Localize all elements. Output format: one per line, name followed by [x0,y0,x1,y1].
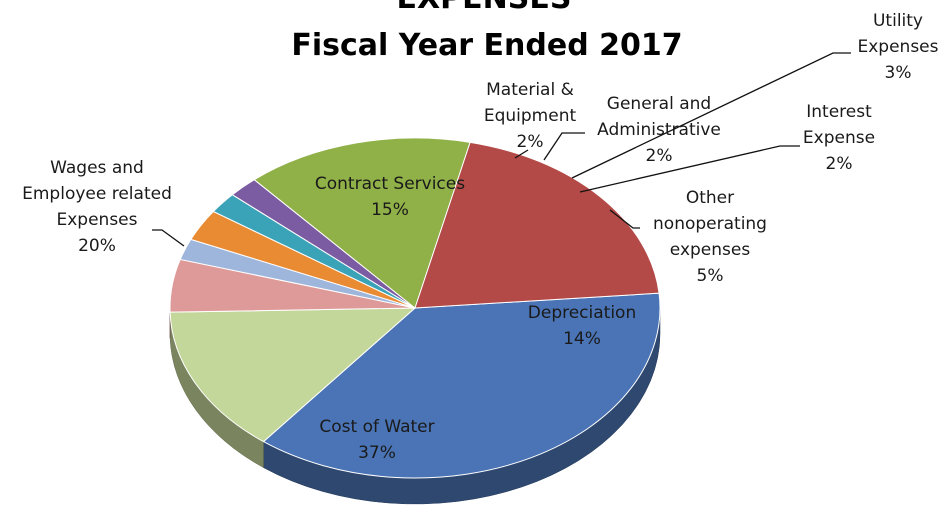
data-label-line: 2% [646,146,673,166]
data-label-line: 15% [371,200,409,220]
data-label-line: Interest [806,102,872,122]
data-label-interest-expense: Interest Expense 2% [803,102,875,174]
data-label-depreciation: Depreciation 14% [528,303,636,349]
data-label-line: Expense [803,128,875,148]
data-label-line: Administrative [597,120,721,140]
data-label-utility-expenses: Utility Expenses 3% [858,11,939,83]
leader-line-other-nonoperating-expenses [609,209,640,229]
pie-layer [169,137,661,505]
data-label-line: 20% [78,236,116,256]
leader-line-general-and-administrative [543,132,585,161]
data-label-line: 37% [358,443,396,463]
data-label-line: 5% [697,266,724,286]
data-label-line: Wages and [50,158,144,178]
data-label-line: 14% [563,329,601,349]
data-label-material-equipment: Material & Equipment 2% [484,80,577,152]
pie-slice-depreciation [169,307,417,443]
leader-line-utility-expenses [571,52,851,179]
data-label-line: 3% [885,63,912,83]
data-label-line: Depreciation [528,303,636,323]
data-label-line: Expenses [57,210,138,230]
data-label-line: nonoperating [653,214,767,234]
data-label-line: Employee related [22,184,172,204]
data-label-wages-and-employee-related-expenses: Wages and Employee related Expenses 20% [22,158,172,256]
pie-slice-wages-and-employee-related-expenses [414,141,660,309]
leader-line-interest-expense [579,145,800,193]
data-label-other-nonoperating-expenses: Other nonoperating expenses 5% [653,188,767,286]
data-label-line: General and [607,94,711,114]
data-label-line: Expenses [858,37,939,57]
data-label-line: Contract Services [315,174,465,194]
data-label-line: Cost of Water [319,417,434,437]
data-label-line: 2% [826,154,853,174]
data-label-line: expenses [670,240,751,260]
data-label-contract-services: Contract Services 15% [315,174,465,220]
leader-line-wages-and-employee-related-expenses [152,229,185,247]
data-label-cost-of-water: Cost of Water 37% [319,417,434,463]
data-label-line: Other [686,188,734,208]
data-label-line: Utility [873,11,923,31]
leader-line-material-equipment [514,149,529,159]
chart-title: EXPENSES [397,0,572,16]
data-label-line: Material & [486,80,574,100]
pie-slice-contract-services [253,137,471,309]
pie-slice-cost-of-water [262,292,661,479]
label-layer: Cost of Water 37% Depreciation 14% Other nono… [22,11,939,463]
data-label-line: Equipment [484,106,577,126]
data-label-line: 2% [517,132,544,152]
data-label-general-and-administrative: General and Administrative 2% [597,94,721,166]
chart-subtitle: Fiscal Year Ended 2017 [291,28,682,63]
